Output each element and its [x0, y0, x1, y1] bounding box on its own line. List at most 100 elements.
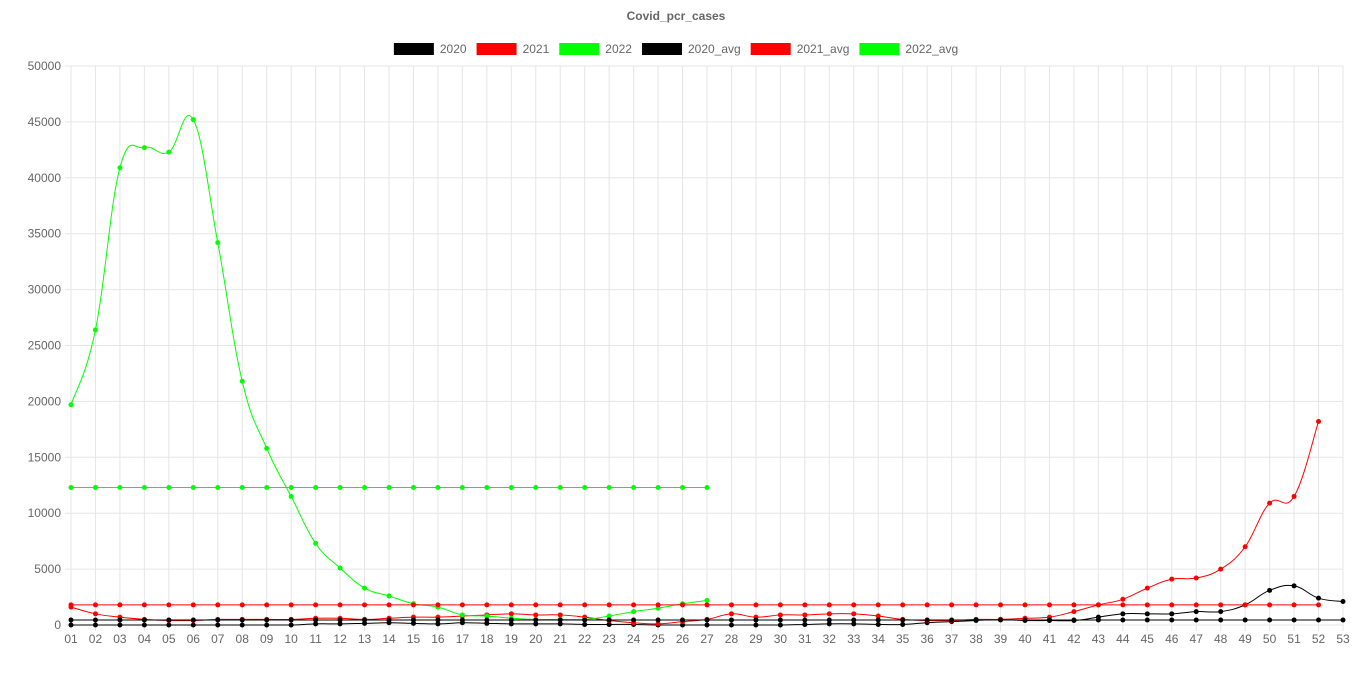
data-point[interactable] [141, 145, 147, 151]
data-point[interactable] [582, 484, 588, 490]
data-point[interactable] [704, 597, 710, 603]
data-point[interactable] [386, 593, 392, 599]
data-point[interactable] [215, 622, 221, 628]
data-point[interactable] [1291, 602, 1297, 608]
data-point[interactable] [141, 484, 147, 490]
data-point[interactable] [631, 609, 637, 615]
data-point[interactable] [753, 602, 759, 608]
legend[interactable]: 2020 2021 2022 2020_avg 2021_avg 2022_avg [393, 42, 958, 56]
data-point[interactable] [239, 378, 245, 384]
data-point[interactable] [239, 622, 245, 628]
data-point[interactable] [1120, 617, 1126, 623]
data-point[interactable] [117, 165, 123, 171]
data-point[interactable] [1193, 575, 1199, 581]
data-point[interactable] [190, 617, 196, 623]
data-point[interactable] [826, 602, 832, 608]
data-point[interactable] [386, 484, 392, 490]
data-point[interactable] [533, 621, 539, 627]
data-point[interactable] [337, 617, 343, 623]
data-point[interactable] [1291, 493, 1297, 499]
data-point[interactable] [631, 484, 637, 490]
data-point[interactable] [900, 602, 906, 608]
data-point[interactable] [435, 602, 441, 608]
legend-item-2022[interactable]: 2022 [559, 42, 632, 56]
data-point[interactable] [1193, 609, 1199, 615]
data-point[interactable] [998, 617, 1004, 623]
data-point[interactable] [435, 617, 441, 623]
data-point[interactable] [508, 602, 514, 608]
data-point[interactable] [239, 602, 245, 608]
data-point[interactable] [557, 621, 563, 627]
data-point[interactable] [313, 617, 319, 623]
data-point[interactable] [92, 611, 98, 617]
data-point[interactable] [704, 602, 710, 608]
data-point[interactable] [973, 617, 979, 623]
data-point[interactable] [826, 617, 832, 623]
data-point[interactable] [1267, 500, 1273, 506]
data-point[interactable] [1120, 596, 1126, 602]
data-point[interactable] [875, 602, 881, 608]
data-point[interactable] [410, 602, 416, 608]
data-point[interactable] [264, 445, 270, 451]
data-point[interactable] [264, 617, 270, 623]
data-point[interactable] [362, 484, 368, 490]
data-point[interactable] [582, 621, 588, 627]
data-point[interactable] [239, 617, 245, 623]
data-point[interactable] [362, 602, 368, 608]
data-point[interactable] [851, 602, 857, 608]
data-point[interactable] [1071, 602, 1077, 608]
data-point[interactable] [631, 602, 637, 608]
data-point[interactable] [264, 622, 270, 628]
data-point[interactable] [753, 622, 759, 628]
data-point[interactable] [1169, 617, 1175, 623]
data-point[interactable] [484, 613, 490, 619]
data-point[interactable] [288, 484, 294, 490]
data-point[interactable] [606, 484, 612, 490]
data-point[interactable] [508, 617, 514, 623]
data-point[interactable] [1169, 576, 1175, 582]
data-point[interactable] [1316, 595, 1322, 601]
data-point[interactable] [533, 602, 539, 608]
data-point[interactable] [875, 613, 881, 619]
data-point[interactable] [313, 621, 319, 627]
data-point[interactable] [435, 484, 441, 490]
data-point[interactable] [92, 484, 98, 490]
data-point[interactable] [288, 602, 294, 608]
data-point[interactable] [606, 617, 612, 623]
data-point[interactable] [1316, 617, 1322, 623]
data-point[interactable] [508, 484, 514, 490]
data-point[interactable] [1242, 602, 1248, 608]
data-point[interactable] [215, 602, 221, 608]
data-point[interactable] [802, 621, 808, 627]
data-point[interactable] [166, 149, 172, 155]
data-point[interactable] [141, 622, 147, 628]
data-point[interactable] [655, 621, 661, 627]
data-point[interactable] [288, 617, 294, 623]
data-point[interactable] [900, 617, 906, 623]
data-point[interactable] [92, 602, 98, 608]
data-point[interactable] [533, 617, 539, 623]
data-point[interactable] [606, 613, 612, 619]
data-point[interactable] [141, 602, 147, 608]
data-point[interactable] [386, 617, 392, 623]
data-point[interactable] [190, 117, 196, 123]
data-point[interactable] [606, 621, 612, 627]
data-point[interactable] [117, 622, 123, 628]
data-point[interactable] [728, 622, 734, 628]
data-point[interactable] [1316, 602, 1322, 608]
data-point[interactable] [117, 484, 123, 490]
data-point[interactable] [1169, 602, 1175, 608]
data-point[interactable] [1340, 599, 1346, 605]
data-point[interactable] [92, 327, 98, 333]
data-point[interactable] [459, 612, 465, 618]
data-point[interactable] [924, 602, 930, 608]
data-point[interactable] [239, 484, 245, 490]
data-point[interactable] [826, 621, 832, 627]
data-point[interactable] [680, 617, 686, 623]
data-point[interactable] [484, 484, 490, 490]
data-point[interactable] [1193, 617, 1199, 623]
data-point[interactable] [777, 612, 783, 618]
legend-item-2021_avg[interactable]: 2021_avg [750, 42, 850, 56]
data-point[interactable] [1071, 617, 1077, 623]
data-point[interactable] [1095, 602, 1101, 608]
